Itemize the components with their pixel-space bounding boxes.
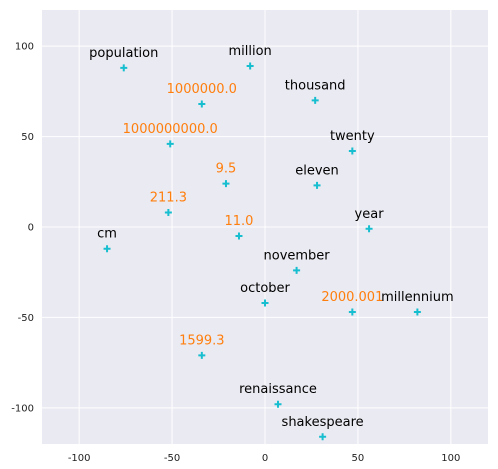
plus-marker — [246, 62, 254, 70]
point-label: million — [228, 44, 271, 59]
point-label: renaissance — [239, 382, 317, 397]
data-point: 211.3 — [150, 191, 187, 217]
x-tick-label: -100 — [68, 453, 91, 464]
data-point: million — [228, 44, 272, 70]
plus-marker — [348, 308, 356, 316]
plus-marker — [235, 232, 243, 240]
data-point: 2000.001 — [321, 290, 383, 316]
plus-marker — [222, 180, 230, 188]
data-point: 11.0 — [225, 214, 254, 240]
plus-marker — [365, 225, 373, 233]
y-tick-label: -50 — [18, 313, 34, 324]
data-point: year — [355, 207, 385, 233]
plus-marker — [198, 351, 206, 359]
point-label: november — [264, 248, 331, 263]
y-tick-label: -100 — [11, 403, 34, 414]
tick-labels: -100 -50 0 50 100 -100 -50 0 50 100 — [11, 42, 460, 464]
plus-marker — [311, 96, 319, 104]
data-point: shakespeare — [282, 415, 364, 441]
data-point: 9.5 — [216, 162, 237, 188]
point-label: twenty — [330, 129, 375, 144]
point-label: 2000.001 — [321, 290, 383, 305]
plus-marker — [103, 245, 111, 253]
data-point: eleven — [295, 163, 339, 189]
point-label: millennium — [381, 290, 454, 305]
point-label: 9.5 — [216, 162, 237, 177]
point-label: 11.0 — [225, 214, 254, 229]
point-label: october — [240, 281, 290, 296]
point-label: 211.3 — [150, 191, 187, 206]
data-point: october — [240, 281, 291, 307]
grid-lines — [42, 10, 488, 444]
data-point: 1000000000.0 — [123, 122, 218, 148]
point-label: shakespeare — [282, 415, 364, 430]
data-point: millennium — [381, 290, 454, 316]
plus-marker — [293, 266, 301, 274]
point-label: 1599.3 — [179, 333, 225, 348]
plus-marker — [313, 181, 321, 189]
y-tick-label: 100 — [15, 42, 34, 53]
data-point: 1599.3 — [179, 333, 225, 359]
plus-marker — [166, 140, 174, 148]
data-point: 1000000.0 — [167, 82, 237, 108]
plus-marker — [274, 400, 282, 408]
data-point: twenty — [330, 129, 375, 155]
plus-marker — [261, 299, 269, 307]
point-label: 1000000000.0 — [123, 122, 218, 137]
data-point: renaissance — [239, 382, 317, 408]
data-points: population million 1000000.0 thousand 100000… — [89, 44, 454, 441]
point-label: eleven — [295, 163, 339, 178]
point-label: cm — [97, 227, 117, 242]
y-tick-label: 0 — [28, 223, 34, 234]
plus-marker — [348, 147, 356, 155]
x-tick-label: 0 — [262, 453, 268, 464]
plus-marker — [319, 433, 327, 441]
data-point: population — [89, 46, 158, 72]
x-tick-label: 100 — [441, 453, 460, 464]
data-point: cm — [97, 227, 117, 253]
plus-marker — [198, 100, 206, 108]
x-tick-label: -50 — [164, 453, 180, 464]
plus-marker — [164, 209, 172, 217]
plus-marker — [413, 308, 421, 316]
point-label: population — [89, 46, 158, 61]
point-label: thousand — [285, 78, 346, 93]
data-point: thousand — [285, 78, 346, 104]
y-tick-label: 50 — [21, 132, 34, 143]
data-point: november — [264, 248, 331, 274]
point-label: 1000000.0 — [167, 82, 237, 97]
point-label: year — [355, 207, 385, 222]
x-tick-label: 50 — [352, 453, 365, 464]
plus-marker — [120, 64, 128, 72]
